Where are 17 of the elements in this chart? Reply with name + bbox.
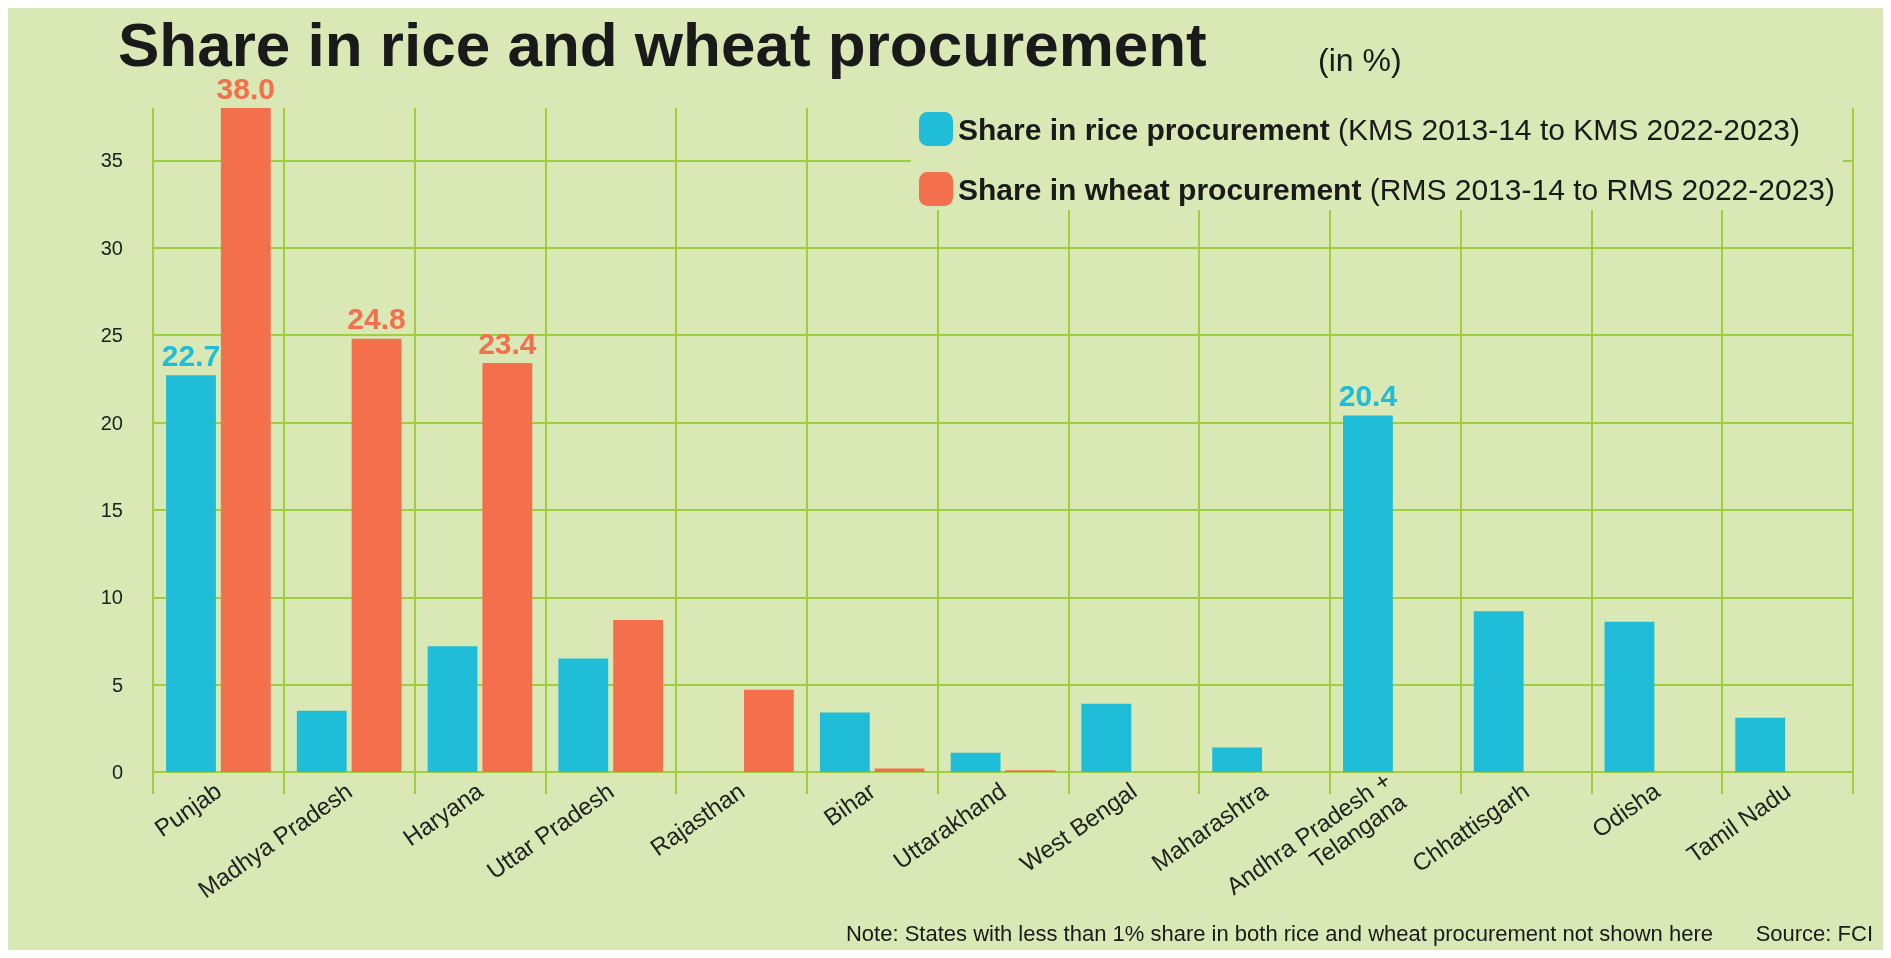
source-note: Source: FCI (1755, 920, 1874, 946)
y-tick-label: 10 (100, 586, 123, 609)
data-label: 23.4 (478, 326, 537, 360)
data-label: 22.7 (161, 338, 221, 372)
legend-label: Share in rice procurement (KMS 2013-14 to KMS 2022-2023) (958, 112, 1801, 146)
y-tick-label: 15 (100, 498, 123, 521)
y-tick-label: 0 (111, 761, 123, 783)
legend-label: Share in wheat procurement (RMS 2013-14 to RMS 2022-2023) (958, 172, 1836, 206)
y-tick-label: 20 (100, 411, 123, 434)
data-label: 24.8 (347, 302, 406, 336)
y-tick-label: 30 (100, 236, 123, 259)
y-tick-label: 25 (100, 324, 123, 347)
y-tick-label: 5 (111, 673, 123, 696)
text: Note: States with less than 1% share in both rice and wheat procurement not shown here (845, 920, 1713, 946)
y-tick-label: 35 (100, 149, 123, 172)
data-label: 20.4 (1338, 379, 1398, 413)
chart-subtitle: (in %) (1318, 42, 1402, 78)
